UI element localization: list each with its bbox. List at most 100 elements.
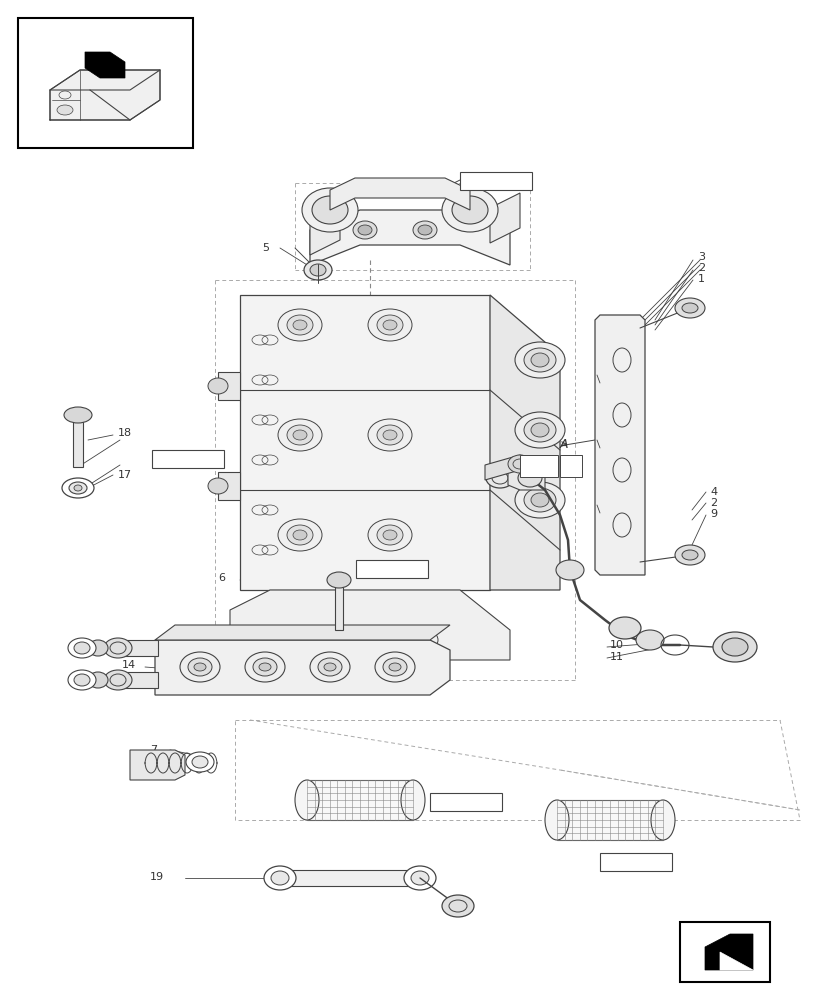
Ellipse shape — [323, 663, 336, 671]
Ellipse shape — [523, 348, 555, 372]
Ellipse shape — [68, 638, 96, 658]
Polygon shape — [155, 625, 449, 640]
Polygon shape — [218, 472, 240, 500]
Ellipse shape — [88, 640, 108, 656]
Text: 3: 3 — [697, 252, 704, 262]
Bar — [307, 780, 413, 820]
Ellipse shape — [69, 482, 87, 494]
Bar — [429, 793, 501, 811]
Polygon shape — [490, 193, 519, 243]
Polygon shape — [309, 205, 340, 255]
Text: A: A — [381, 183, 390, 196]
Ellipse shape — [418, 225, 432, 235]
Ellipse shape — [674, 298, 704, 318]
Ellipse shape — [376, 315, 403, 335]
Ellipse shape — [410, 871, 428, 885]
Ellipse shape — [327, 572, 351, 588]
Text: 19: 19 — [150, 872, 164, 882]
Ellipse shape — [404, 866, 436, 890]
Text: PAG. 1: PAG. 1 — [171, 455, 205, 465]
Ellipse shape — [194, 663, 206, 671]
Ellipse shape — [635, 630, 663, 650]
Text: 1: 1 — [697, 274, 704, 284]
Ellipse shape — [376, 525, 403, 545]
Text: 14: 14 — [122, 660, 136, 670]
Ellipse shape — [74, 642, 90, 654]
Ellipse shape — [530, 423, 548, 437]
Ellipse shape — [312, 196, 347, 224]
Ellipse shape — [294, 780, 318, 820]
Bar — [679, 922, 769, 982]
Ellipse shape — [68, 670, 96, 690]
Ellipse shape — [278, 419, 322, 451]
Polygon shape — [230, 590, 509, 660]
Text: 2: 2 — [709, 498, 716, 508]
Ellipse shape — [508, 455, 532, 473]
Polygon shape — [485, 455, 534, 480]
Ellipse shape — [270, 871, 289, 885]
Ellipse shape — [375, 652, 414, 682]
Bar — [152, 450, 224, 468]
Ellipse shape — [485, 468, 514, 488]
Ellipse shape — [442, 895, 473, 917]
Ellipse shape — [88, 672, 108, 688]
Ellipse shape — [293, 430, 307, 440]
Bar — [18, 18, 193, 148]
Text: 13: 13 — [122, 645, 136, 655]
Text: PAG. 1: PAG. 1 — [375, 565, 409, 575]
Polygon shape — [120, 672, 158, 688]
Ellipse shape — [104, 670, 131, 690]
Ellipse shape — [62, 478, 94, 498]
Ellipse shape — [104, 638, 131, 658]
Polygon shape — [309, 210, 509, 265]
Text: PAG. 1: PAG. 1 — [448, 798, 482, 808]
Ellipse shape — [544, 800, 568, 840]
Ellipse shape — [523, 488, 555, 512]
Text: 10: 10 — [609, 640, 624, 650]
Text: 6: 6 — [218, 573, 225, 583]
Text: 2: 2 — [697, 263, 705, 273]
Ellipse shape — [287, 315, 313, 335]
Ellipse shape — [530, 493, 548, 507]
Ellipse shape — [245, 652, 284, 682]
Ellipse shape — [383, 320, 396, 330]
Ellipse shape — [278, 309, 322, 341]
Polygon shape — [50, 70, 160, 120]
Ellipse shape — [309, 652, 350, 682]
Ellipse shape — [367, 309, 412, 341]
Polygon shape — [130, 750, 184, 780]
Ellipse shape — [383, 430, 396, 440]
Bar — [335, 580, 342, 630]
Ellipse shape — [340, 633, 360, 647]
Ellipse shape — [302, 188, 357, 232]
Ellipse shape — [681, 303, 697, 313]
Ellipse shape — [609, 617, 640, 639]
Ellipse shape — [523, 418, 555, 442]
Ellipse shape — [259, 663, 270, 671]
Text: A: A — [559, 438, 568, 451]
Ellipse shape — [318, 658, 342, 676]
Ellipse shape — [514, 412, 564, 448]
Ellipse shape — [208, 478, 227, 494]
Ellipse shape — [721, 638, 747, 656]
Text: 18: 18 — [118, 428, 132, 438]
Ellipse shape — [442, 188, 497, 232]
Polygon shape — [155, 640, 449, 695]
Ellipse shape — [293, 530, 307, 540]
Ellipse shape — [530, 353, 548, 367]
Polygon shape — [85, 52, 125, 78]
Polygon shape — [120, 640, 158, 656]
Polygon shape — [218, 372, 240, 400]
Text: 4: 4 — [709, 487, 716, 497]
Text: 12: 12 — [402, 638, 416, 648]
Ellipse shape — [287, 425, 313, 445]
Ellipse shape — [186, 752, 213, 772]
Ellipse shape — [309, 264, 326, 276]
Bar — [356, 560, 428, 578]
Ellipse shape — [514, 342, 564, 378]
Ellipse shape — [452, 196, 487, 224]
Ellipse shape — [413, 221, 437, 239]
Polygon shape — [595, 315, 644, 575]
Ellipse shape — [179, 652, 220, 682]
Ellipse shape — [681, 550, 697, 560]
